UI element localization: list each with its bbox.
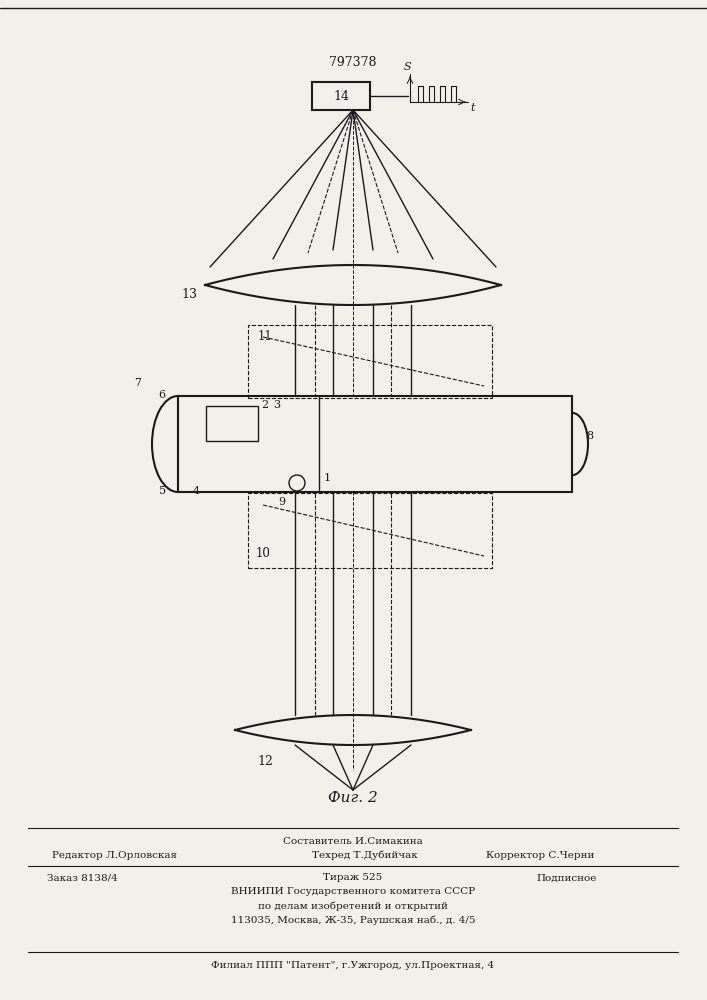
Bar (248, 493, 492, 568)
Text: S: S (403, 62, 411, 72)
Text: Техред Т.Дубийчак: Техред Т.Дубийчак (312, 850, 418, 860)
Text: t: t (470, 103, 474, 113)
Text: 9: 9 (278, 497, 285, 507)
Text: Филиал ППП "Патент", г.Ужгород, ул.Проектная, 4: Филиал ППП "Патент", г.Ужгород, ул.Проек… (211, 960, 495, 970)
Text: 10: 10 (256, 547, 271, 560)
Text: Корректор С.Черни: Корректор С.Черни (486, 850, 594, 859)
Text: 113035, Москва, Ж-35, Раушская наб., д. 4/5: 113035, Москва, Ж-35, Раушская наб., д. … (230, 915, 475, 925)
Text: ВНИИПИ Государственного комитета СССР: ВНИИПИ Государственного комитета СССР (231, 888, 475, 896)
Text: 12: 12 (257, 755, 273, 768)
Text: 13: 13 (181, 288, 197, 302)
Text: Фиг. 2: Фиг. 2 (328, 791, 378, 805)
Text: 11: 11 (258, 330, 273, 343)
Text: 1: 1 (324, 473, 331, 483)
Text: 2: 2 (261, 400, 268, 410)
Text: 5: 5 (159, 486, 166, 496)
Text: 14: 14 (333, 90, 349, 103)
Text: Составитель И.Симакина: Составитель И.Симакина (283, 836, 423, 846)
Text: 4: 4 (193, 486, 200, 496)
Text: Заказ 8138/4: Заказ 8138/4 (47, 874, 117, 882)
Text: 3: 3 (273, 400, 280, 410)
Text: 797378: 797378 (329, 55, 377, 68)
Text: 6: 6 (158, 390, 165, 400)
Text: Редактор Л.Орловская: Редактор Л.Орловская (52, 850, 177, 859)
Bar (248, 325, 492, 398)
Text: Тираж 525: Тираж 525 (323, 874, 382, 882)
Bar (178, 396, 572, 492)
Text: 8: 8 (586, 431, 593, 441)
Bar (312, 82, 370, 110)
Text: 7: 7 (134, 378, 141, 388)
Text: по делам изобретений и открытий: по делам изобретений и открытий (258, 901, 448, 911)
Bar (206, 406, 258, 441)
Text: Подписное: Подписное (537, 874, 597, 882)
